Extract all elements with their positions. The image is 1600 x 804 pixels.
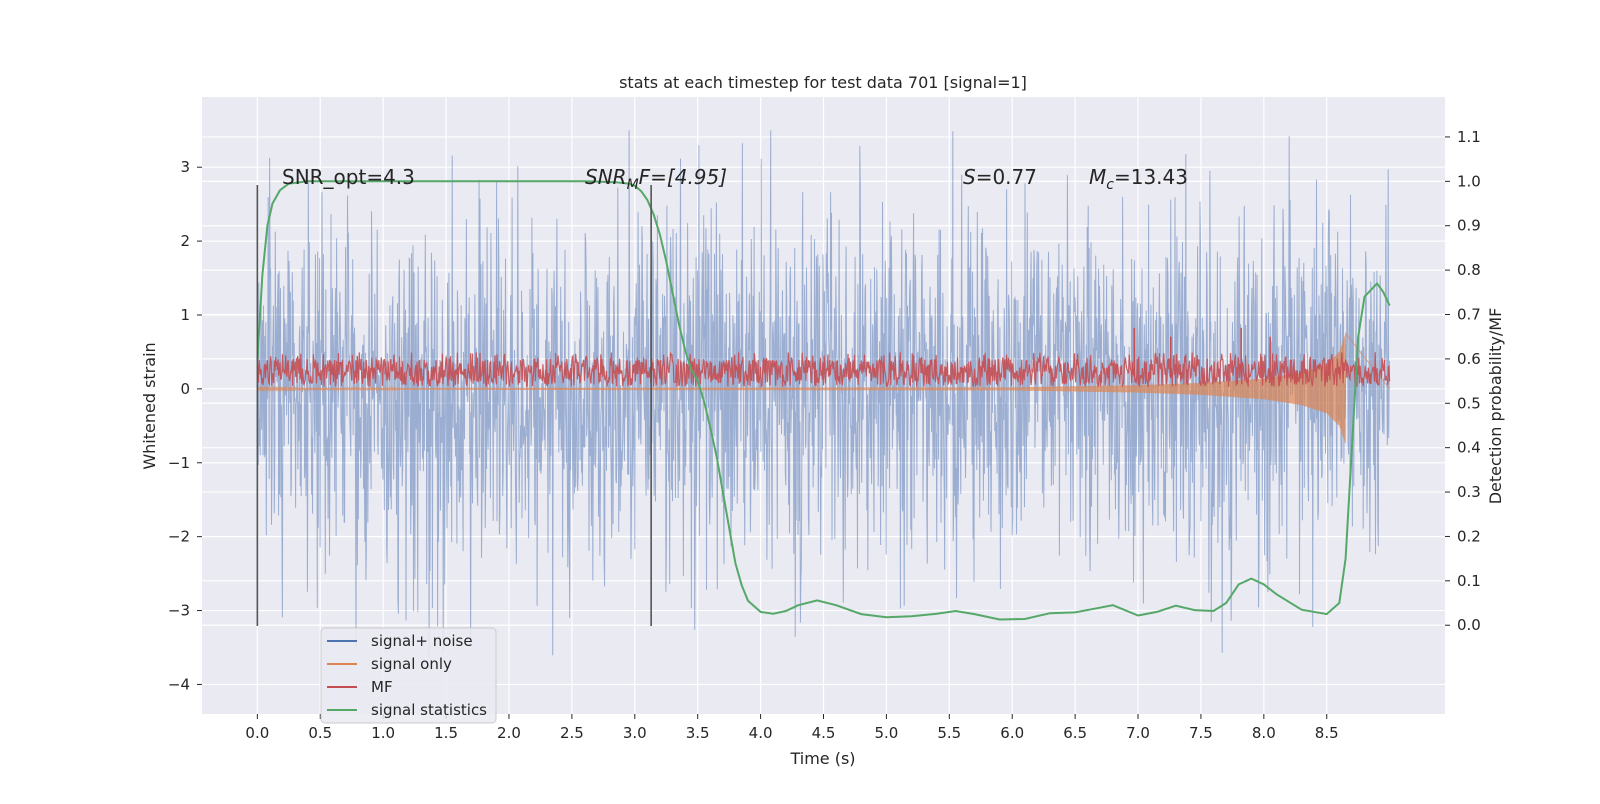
annotation-chirp-mass: Mc=13.43	[1089, 165, 1188, 193]
series-mf	[256, 351, 1391, 389]
svg-text:SNRMF=[4.95]: SNRMF=[4.95]	[585, 165, 727, 193]
annotation-snr-mf-rest: F=[4.95]	[639, 165, 727, 189]
y-right-axis-label: Detection probability/MF	[1486, 308, 1505, 505]
x-tick-label: 3.5	[686, 724, 710, 742]
x-tick-label: 2.0	[497, 724, 521, 742]
legend: signal+ noise signal only MF signal stat…	[320, 627, 497, 724]
y-right-tick-label: 0.7	[1457, 306, 1481, 324]
x-axis-label: Time (s)	[789, 749, 855, 768]
x-tick-label: 5.5	[937, 724, 961, 742]
y-right-tick-label: 0.0	[1457, 616, 1481, 634]
svg-text:Mc=13.43: Mc=13.43	[1089, 165, 1188, 193]
x-tick-label: 3.0	[623, 724, 647, 742]
x-tick-label: 1.0	[371, 724, 395, 742]
y-right-tick-label: 0.9	[1457, 217, 1481, 235]
x-tick-label: 7.5	[1189, 724, 1213, 742]
y-axis-label: Whitened strain	[140, 342, 159, 469]
chart-title: stats at each timestep for test data 701…	[619, 73, 1027, 92]
legend-label-signal-statistics: signal statistics	[371, 701, 487, 719]
x-tick-label: 2.5	[560, 724, 584, 742]
y-right-tick-label: 1.0	[1457, 172, 1481, 190]
annotation-snr-mf: SNRMF=[4.95]	[585, 165, 727, 193]
y-tick-label: −1	[168, 454, 190, 472]
annotation-snr-mf-sub: M	[627, 177, 639, 193]
legend-label-signal-only: signal only	[371, 655, 452, 673]
annotation-snr-opt: SNR_opt=4.3	[282, 165, 415, 189]
annotation-spin-name: S	[963, 165, 976, 189]
legend-box	[320, 627, 497, 724]
legend-label-mf: MF	[371, 678, 393, 696]
y-tick-label: 2	[180, 232, 190, 250]
annotation-snr-mf-name: SNR	[585, 165, 627, 189]
y-right-tick-label: 0.6	[1457, 350, 1481, 368]
x-tick-label: 0.5	[308, 724, 332, 742]
x-tick-label: 4.0	[749, 724, 773, 742]
legend-label-signal-noise: signal+ noise	[371, 632, 473, 650]
annotation-chirp-mass-name: M	[1089, 165, 1106, 189]
series-signal-statistics	[256, 180, 1391, 621]
y-right-tick-label: 0.2	[1457, 527, 1481, 545]
x-tick-label: 7.0	[1126, 724, 1150, 742]
x-tick-label: 1.5	[434, 724, 458, 742]
series-signal-noise	[256, 130, 1391, 658]
x-tick-label: 4.5	[812, 724, 836, 742]
y-right-tick-label: 1.1	[1457, 128, 1481, 146]
x-tick-label: 8.0	[1252, 724, 1276, 742]
x-tick-label: 0.0	[245, 724, 269, 742]
annotation-chirp-mass-sub: c	[1106, 177, 1114, 193]
y-tick-label: 1	[180, 306, 190, 324]
data-layer	[256, 130, 1391, 658]
y-right-tick-label: 0.4	[1457, 439, 1481, 457]
annotation-spin-value: =0.77	[976, 165, 1037, 189]
x-tick-label: 6.5	[1063, 724, 1087, 742]
x-tick-label: 5.0	[874, 724, 898, 742]
y-right-tick-label: 0.3	[1457, 483, 1481, 501]
x-tick-label: 8.5	[1315, 724, 1339, 742]
series-signal-only	[256, 332, 1390, 444]
tick-labels: 0.0 0.5 1.0 1.5 2.0 2.5 3.0 3.5 4.0 4.5 5.0 5.5 6.0 6…	[168, 128, 1481, 742]
annotation-spin: S=0.77	[963, 165, 1037, 189]
y-right-tick-label: 0.1	[1457, 572, 1481, 590]
annotation-snr-opt-text: SNR_opt=4.3	[282, 165, 415, 189]
y-right-tick-label: 0.8	[1457, 261, 1481, 279]
y-tick-label: −4	[168, 675, 190, 693]
y-tick-label: 3	[180, 158, 190, 176]
svg-text:S=0.77: S=0.77	[963, 165, 1037, 189]
y-tick-label: −2	[168, 528, 190, 546]
annotation-chirp-mass-value: =13.43	[1114, 165, 1188, 189]
y-tick-label: 0	[180, 380, 190, 398]
y-tick-label: −3	[168, 602, 190, 620]
y-right-tick-label: 0.5	[1457, 394, 1481, 412]
x-tick-label: 6.0	[1000, 724, 1024, 742]
vertical-marker-layer	[256, 185, 652, 626]
